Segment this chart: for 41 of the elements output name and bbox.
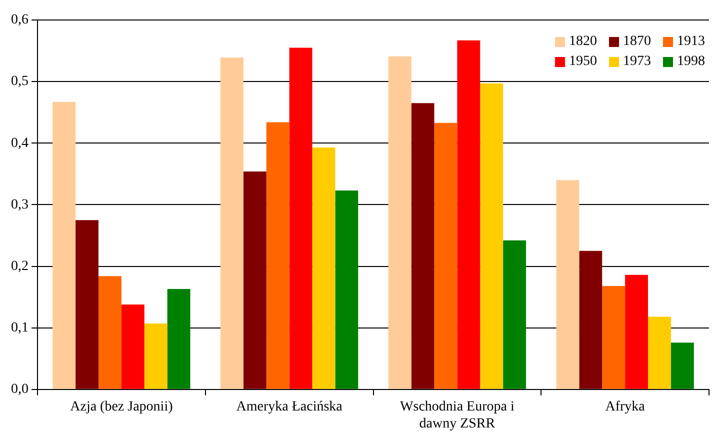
- bar: [411, 103, 434, 389]
- bar: [335, 190, 358, 389]
- bar: [625, 274, 648, 389]
- x-tick-label: Wschodnia Europa i dawny ZSRR: [400, 399, 514, 432]
- y-tick-label: 0,1: [11, 320, 28, 336]
- bar: [480, 83, 504, 389]
- y-tick-label: 0,5: [11, 74, 28, 90]
- y-tick-label: 0,0: [11, 382, 28, 398]
- bar: [388, 56, 412, 389]
- bar: [289, 48, 312, 389]
- bar: [434, 122, 458, 389]
- y-tick-label: 0,2: [11, 258, 28, 274]
- bar: [602, 286, 626, 389]
- legend-label: 1820: [569, 34, 597, 50]
- legend-label: 1973: [623, 54, 651, 70]
- bar: [98, 276, 122, 389]
- y-tick-label: 0,6: [11, 12, 28, 28]
- x-tick-label: Azja (bez Japonii): [70, 399, 174, 414]
- y-tick-label: 0,4: [11, 136, 28, 151]
- bar: [52, 102, 76, 389]
- bar: [144, 324, 168, 389]
- x-tick-label: Afryka: [605, 399, 646, 414]
- bar: [503, 240, 526, 389]
- bar: [556, 180, 580, 389]
- bar: [457, 40, 480, 389]
- legend-label: 1913: [677, 34, 705, 50]
- bar: [220, 58, 244, 389]
- bar: [648, 316, 671, 389]
- legend-label: 1998: [677, 54, 705, 70]
- y-tick-label: 0,3: [11, 197, 28, 212]
- bar: [670, 342, 694, 389]
- bar: [312, 147, 336, 389]
- x-tick-label: Ameryka Łacińska: [236, 399, 344, 414]
- bar: [167, 289, 190, 389]
- legend-label: 1950: [569, 54, 597, 70]
- legend-label: 1870: [623, 34, 651, 50]
- bar: [579, 250, 602, 389]
- bar: [76, 220, 98, 389]
- bar: [243, 171, 266, 389]
- bar: [266, 122, 290, 389]
- bar: [121, 304, 144, 389]
